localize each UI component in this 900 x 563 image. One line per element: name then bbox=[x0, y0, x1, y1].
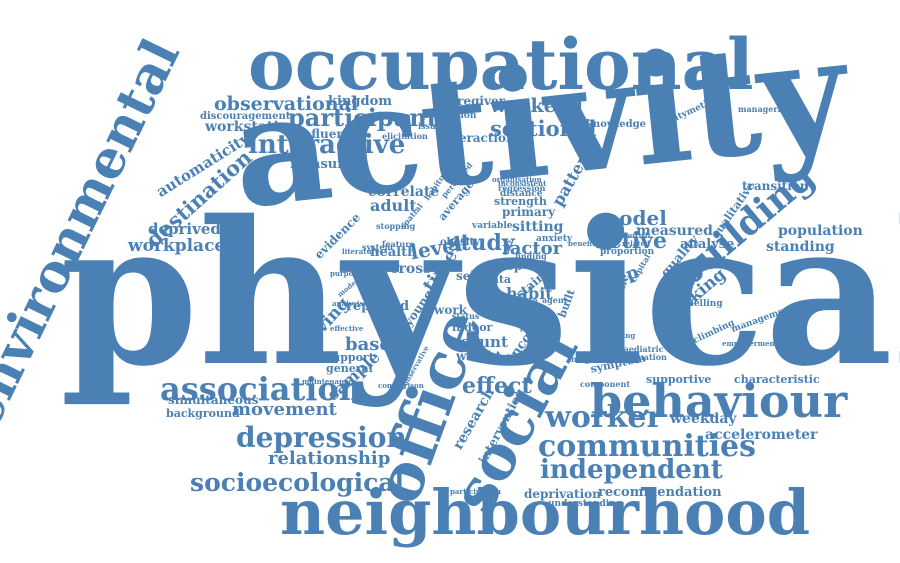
word-flourish: flourish bbox=[620, 232, 650, 239]
word-characteristic: characteristic bbox=[734, 374, 820, 385]
word-analysis: analysis bbox=[332, 300, 363, 307]
word-perception: perception bbox=[422, 112, 476, 121]
word-socioecological: socioecological bbox=[190, 470, 404, 495]
word-weight: weight bbox=[456, 350, 501, 362]
word-recommendation: recommendation bbox=[598, 486, 722, 499]
word-distance: distance bbox=[500, 190, 543, 199]
word-workstation: workstation bbox=[205, 120, 298, 134]
word-literature: literature bbox=[342, 248, 380, 255]
word-understanding: understanding bbox=[548, 500, 622, 509]
word-simultaneous: simultaneous bbox=[168, 394, 258, 406]
word-agent: agent bbox=[542, 296, 567, 304]
word-workplace: workplace bbox=[128, 238, 225, 255]
word-obesity: obesity bbox=[440, 238, 480, 248]
word-analyse: analyse bbox=[680, 238, 734, 251]
word-benefit: benefit bbox=[568, 240, 595, 247]
word-status: status bbox=[452, 312, 479, 320]
word-discouragement: discouragement bbox=[200, 112, 290, 122]
word-place: place bbox=[520, 324, 541, 331]
word-purpose: purpose bbox=[330, 270, 362, 277]
word-inconsistent: inconsistent bbox=[498, 180, 546, 187]
word-supportive: supportive bbox=[646, 374, 711, 385]
word-feature: feature bbox=[382, 240, 415, 248]
word-anxiety: anxiety bbox=[536, 235, 572, 244]
word-self: self bbox=[456, 270, 480, 282]
word-tracking: tracking bbox=[602, 332, 635, 339]
word-comparison: comparison bbox=[378, 382, 424, 389]
word-evaluation: evaluation bbox=[620, 353, 667, 361]
word-empowerment: empowerment bbox=[722, 340, 778, 347]
word-worker: worker bbox=[545, 403, 662, 433]
word-occupational: occupational bbox=[248, 30, 754, 100]
word-finding: finding bbox=[515, 252, 547, 260]
word-background: background bbox=[166, 408, 240, 419]
word-step: step bbox=[494, 260, 522, 272]
word-standing: standing bbox=[766, 240, 835, 254]
word-weekday: weekday bbox=[670, 412, 737, 426]
word-effective: effective bbox=[330, 325, 363, 332]
word-interaction: interaction bbox=[440, 132, 515, 144]
word-data: data bbox=[484, 274, 511, 285]
word-maintenance: maintenance bbox=[302, 378, 353, 385]
word-proportion: proportion bbox=[600, 248, 654, 257]
word-deprived: deprived bbox=[148, 222, 221, 237]
word-influence: influence bbox=[298, 128, 360, 140]
word-cross: cross bbox=[390, 262, 431, 276]
word-caregiver: caregiver bbox=[442, 95, 505, 107]
word-count: count bbox=[460, 335, 508, 350]
word-kingdom: kingdom bbox=[328, 95, 392, 108]
word-independent: independent bbox=[540, 457, 723, 483]
word-participation: participation bbox=[450, 488, 501, 495]
word-modelling: modelling bbox=[672, 300, 723, 309]
word-knowledge: knowledge bbox=[586, 120, 646, 130]
word-population: population bbox=[778, 224, 863, 238]
word-accelerometer: accelerometer bbox=[705, 428, 817, 442]
word-related: related bbox=[622, 240, 650, 247]
word-indoor: indoor bbox=[452, 322, 492, 333]
word-general: general bbox=[326, 363, 373, 374]
word-sitting: sitting bbox=[512, 220, 563, 234]
word-variable: variable bbox=[472, 222, 513, 231]
word-role: role bbox=[518, 298, 538, 307]
word-insight: insight bbox=[568, 355, 600, 363]
word-relationship: relationship bbox=[268, 450, 390, 468]
word-component: component bbox=[580, 380, 630, 388]
word-elicitation: elicitation bbox=[382, 132, 428, 140]
word-issue: issue bbox=[418, 122, 441, 130]
word-measure: measure bbox=[290, 158, 352, 171]
word-managerial: managerial bbox=[738, 105, 789, 113]
